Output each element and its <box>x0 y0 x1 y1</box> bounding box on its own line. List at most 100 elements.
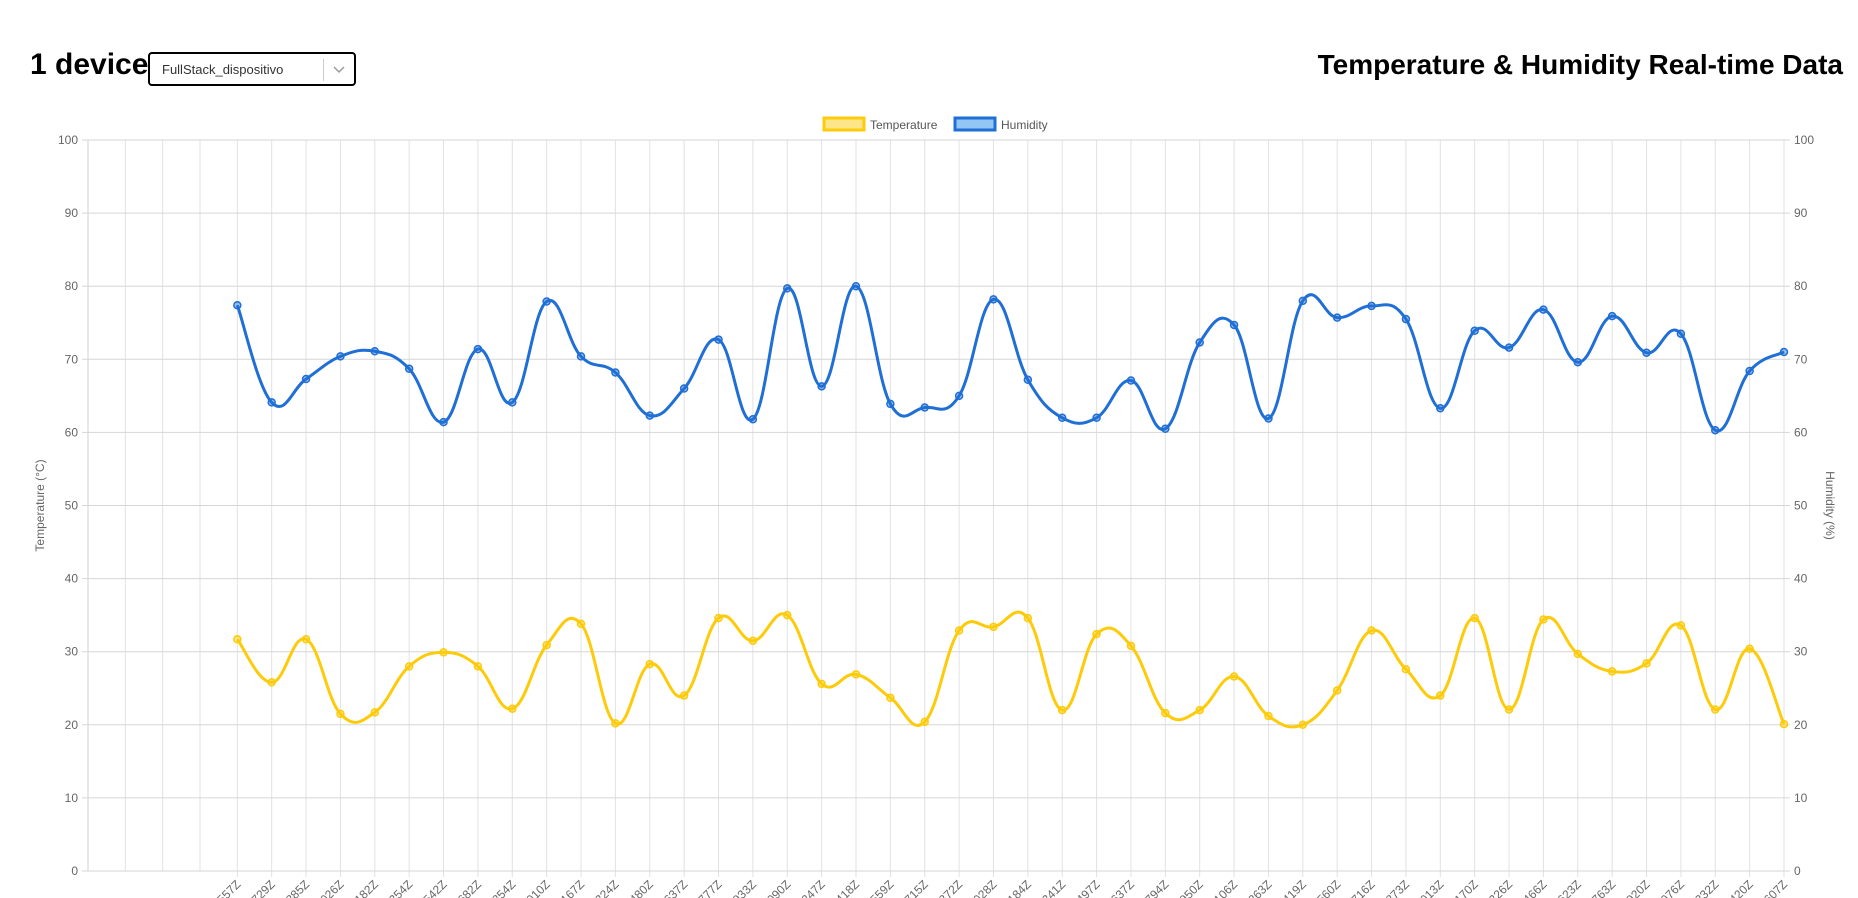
humidity-point <box>1367 301 1376 311</box>
temperature-point <box>1470 613 1479 623</box>
x-tick-label: 623Z <box>1555 877 1584 898</box>
x-tick-label: 419Z <box>1280 877 1309 898</box>
humidity-point <box>576 352 586 361</box>
humidity-point <box>1711 425 1720 435</box>
humidity-point <box>1779 347 1789 357</box>
humidity-point <box>748 414 758 424</box>
x-tick-label: 170Z <box>1452 877 1481 898</box>
x-tick-label: 026Z <box>317 877 346 898</box>
humidity-point <box>920 403 929 412</box>
temperature-point <box>1573 649 1583 659</box>
temperature-point <box>1642 659 1651 668</box>
humidity-point <box>1607 311 1617 321</box>
right-tick-label: 90 <box>1794 206 1808 220</box>
humidity-point <box>1092 413 1101 423</box>
temperature-point <box>576 619 586 629</box>
temperature-point <box>1195 705 1204 715</box>
right-tick-label: 70 <box>1794 352 1808 366</box>
humidity-point <box>783 284 792 293</box>
left-axis: 0 10 20 30 40 50 60 70 80 90 100 Temperature (°C) <box>33 133 78 878</box>
left-tick-label: 40 <box>65 572 79 586</box>
humidity-point <box>1504 343 1514 352</box>
temperature-point <box>1161 708 1170 718</box>
legend-item-humidity[interactable]: Humidity <box>953 116 1048 132</box>
humidity-line <box>235 284 1785 433</box>
chart-series <box>233 281 1789 730</box>
x-tick-label: 682Z <box>455 877 484 898</box>
humidity-point <box>542 297 551 306</box>
legend-swatch-humidity <box>953 116 997 132</box>
chevron-down-icon[interactable] <box>332 62 346 76</box>
humidity-point <box>611 368 620 377</box>
right-tick-label: 100 <box>1794 133 1814 147</box>
humidity-point <box>1436 404 1445 413</box>
humidity-point <box>1539 305 1548 314</box>
device-count-label: 1 device <box>30 48 149 81</box>
chart-legend[interactable]: Temperature Humidity <box>822 116 1048 132</box>
x-tick-label: 354Z <box>386 877 415 898</box>
temperature-point <box>817 679 826 689</box>
humidity-point <box>473 344 483 354</box>
humidity-point <box>1195 338 1204 347</box>
legend-swatch-temperature <box>822 116 866 132</box>
left-tick-label: 0 <box>71 864 78 878</box>
legend-item-temperature[interactable]: Temperature <box>822 116 938 132</box>
temperature-point <box>1126 641 1136 651</box>
temperature-point <box>439 648 448 657</box>
humidity-point <box>1573 357 1583 367</box>
temperature-point <box>748 636 758 645</box>
right-tick-label: 60 <box>1794 425 1808 439</box>
temperature-point <box>886 693 895 703</box>
x-tick-label: 010Z <box>524 877 553 898</box>
temperature-point <box>1092 629 1101 639</box>
humidity-point <box>1676 329 1686 338</box>
x-tick-label: 418Z <box>833 877 862 898</box>
legend-label-temperature: Temperature <box>870 118 938 132</box>
x-tick-label: 013Z <box>1417 877 1446 898</box>
x-tick-label: 637Z <box>661 877 690 898</box>
temperature-point <box>1607 667 1617 676</box>
x-tick-label: 920Z <box>1623 877 1652 898</box>
humidity-point <box>954 391 964 401</box>
chart-grid <box>82 139 1790 877</box>
page-header: 1 device FullStack_dispositivo Temperatu… <box>0 0 1858 110</box>
humidity-point <box>1642 348 1651 357</box>
x-tick-label: 184Z <box>1005 877 1034 898</box>
x-axis: 557Z 729Z 885Z 026Z 182Z 354Z 542Z 682Z 854Z 010Z… <box>214 877 1790 898</box>
x-tick-label: 560Z <box>1314 877 1343 898</box>
right-tick-label: 0 <box>1794 864 1801 878</box>
humidity-point <box>1470 326 1479 336</box>
humidity-point <box>1298 296 1308 306</box>
x-tick-label: 263Z <box>1245 877 1274 898</box>
humidity-point <box>233 300 242 310</box>
x-tick-label: 076Z <box>1658 877 1687 898</box>
x-tick-label: 542Z <box>420 877 449 898</box>
x-tick-label: 933Z <box>730 877 759 898</box>
temperature-point <box>989 622 998 632</box>
temperature-point <box>611 719 620 728</box>
x-tick-label: 247Z <box>798 877 827 898</box>
x-tick-label: 729Z <box>249 877 278 898</box>
x-tick-label: 950Z <box>1177 877 1206 898</box>
page-title: Temperature & Humidity Real-time Data <box>1317 49 1843 80</box>
x-tick-label: 873Z <box>1383 877 1412 898</box>
humidity-point <box>645 411 655 420</box>
left-tick-label: 50 <box>65 499 79 513</box>
device-select[interactable]: FullStack_dispositivo <box>148 52 356 86</box>
temperature-point <box>301 635 311 644</box>
humidity-point <box>301 374 311 384</box>
x-tick-label: 341Z <box>1039 877 1068 898</box>
humidity-point <box>817 382 826 391</box>
x-tick-label: 466Z <box>1520 877 1549 898</box>
temperature-point <box>1504 705 1514 714</box>
humidity-point <box>851 281 861 291</box>
temperature-point <box>542 640 551 650</box>
right-tick-label: 10 <box>1794 791 1808 805</box>
humidity-point <box>439 417 448 427</box>
humidity-point <box>1161 424 1170 433</box>
temperature-point <box>1676 621 1686 630</box>
device-select-value: FullStack_dispositivo <box>162 62 284 77</box>
x-tick-label: 777Z <box>695 877 724 898</box>
x-tick-label: 106Z <box>1211 877 1240 898</box>
